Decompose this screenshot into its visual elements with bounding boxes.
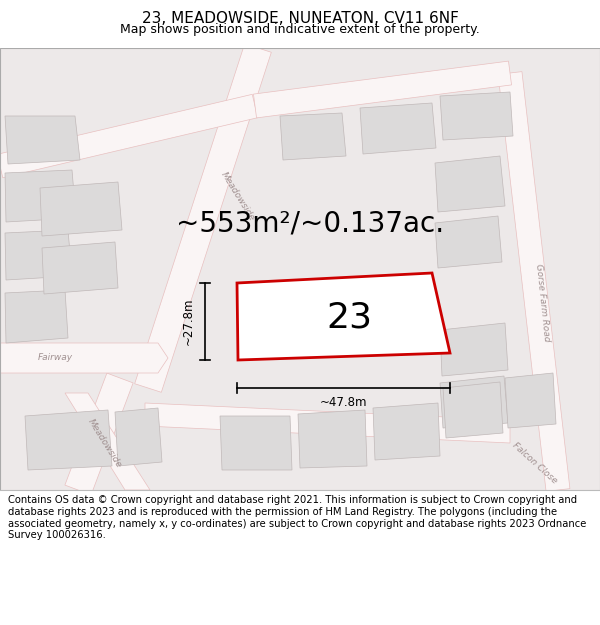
Text: Falcon Close: Falcon Close (511, 441, 559, 486)
Polygon shape (0, 343, 168, 373)
Polygon shape (373, 403, 440, 460)
Polygon shape (220, 416, 292, 470)
Polygon shape (280, 113, 346, 160)
Polygon shape (145, 403, 510, 443)
Polygon shape (0, 94, 258, 178)
Polygon shape (505, 373, 556, 428)
Polygon shape (65, 393, 150, 490)
Polygon shape (5, 230, 72, 280)
Polygon shape (440, 376, 508, 428)
Text: Map shows position and indicative extent of the property.: Map shows position and indicative extent… (120, 23, 480, 36)
Polygon shape (440, 92, 513, 140)
Text: ~553m²/~0.137ac.: ~553m²/~0.137ac. (176, 209, 444, 237)
Polygon shape (5, 116, 80, 164)
Polygon shape (360, 103, 436, 154)
Polygon shape (40, 182, 122, 236)
Polygon shape (443, 382, 503, 438)
Polygon shape (253, 61, 512, 118)
Polygon shape (65, 373, 133, 495)
Polygon shape (115, 408, 162, 466)
Text: 23: 23 (326, 300, 372, 334)
Text: Meadowside: Meadowside (86, 417, 124, 469)
Polygon shape (134, 44, 271, 393)
Text: Meadowside: Meadowside (220, 170, 257, 222)
Polygon shape (498, 72, 570, 491)
Text: ~27.8m: ~27.8m (182, 298, 195, 345)
Polygon shape (440, 323, 508, 376)
Polygon shape (237, 273, 450, 360)
Text: ~47.8m: ~47.8m (320, 396, 367, 409)
Polygon shape (435, 156, 505, 212)
Polygon shape (42, 242, 118, 294)
Polygon shape (435, 216, 502, 268)
Text: Fairway: Fairway (37, 354, 73, 362)
Text: Gorse Farm Road: Gorse Farm Road (535, 264, 551, 342)
Polygon shape (25, 410, 112, 470)
Polygon shape (298, 410, 367, 468)
Polygon shape (5, 290, 68, 343)
Polygon shape (5, 170, 76, 222)
Text: Contains OS data © Crown copyright and database right 2021. This information is : Contains OS data © Crown copyright and d… (8, 496, 586, 540)
Text: 23, MEADOWSIDE, NUNEATON, CV11 6NF: 23, MEADOWSIDE, NUNEATON, CV11 6NF (142, 11, 458, 26)
